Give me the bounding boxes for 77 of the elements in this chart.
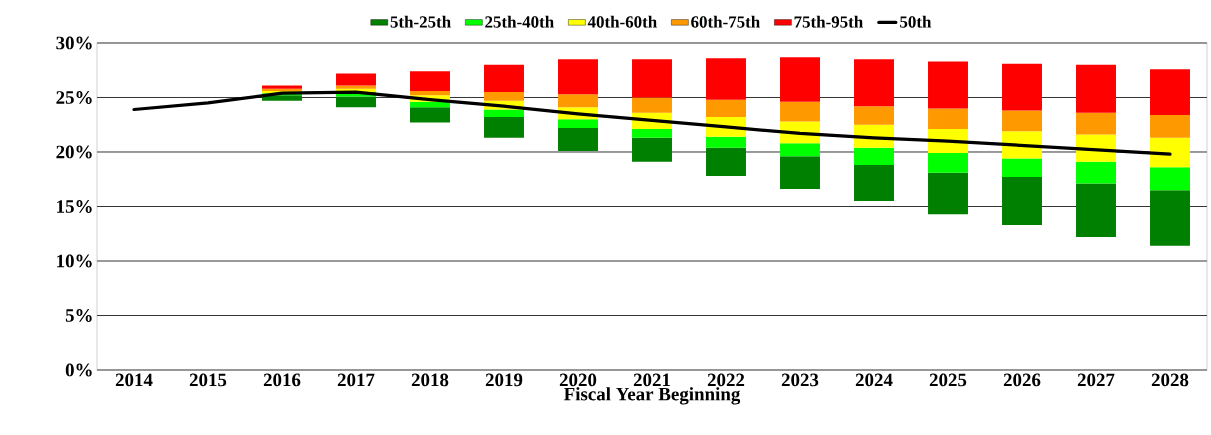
x-tick-label: 2025 — [929, 373, 967, 387]
bar — [706, 58, 746, 100]
bar — [1150, 114, 1190, 138]
bar — [632, 129, 672, 138]
legend-label: 60th-75th — [691, 15, 760, 28]
bar — [854, 147, 894, 166]
y-tick-label: 0% — [65, 363, 92, 377]
bar — [558, 119, 598, 129]
bar — [1002, 158, 1042, 178]
bar — [1002, 177, 1042, 226]
bar — [780, 101, 820, 122]
bar — [336, 85, 376, 89]
legend-label: 75th-95th — [794, 15, 863, 28]
bar — [706, 136, 746, 148]
y-tick-label: 10% — [57, 254, 92, 268]
y-tick-label: 20% — [56, 145, 92, 159]
legend-label: 25th-40th — [485, 15, 554, 28]
bar — [854, 106, 894, 125]
bar — [336, 96, 376, 108]
bar — [262, 95, 302, 101]
x-tick-label: 2024 — [855, 373, 893, 387]
y-tick-label: 15% — [57, 200, 92, 213]
bar — [484, 64, 524, 93]
bar — [558, 94, 598, 108]
bar — [410, 107, 450, 123]
y-tick-label: 25% — [56, 91, 92, 104]
bar — [632, 97, 672, 113]
x-tick-label: 2015 — [189, 373, 227, 387]
bar — [928, 153, 968, 173]
bar — [1150, 190, 1190, 246]
bar — [632, 59, 672, 98]
bar — [1150, 69, 1190, 115]
bar — [484, 117, 524, 138]
y-tick-label: 5% — [65, 309, 92, 322]
legend-label: 40th-60th — [587, 15, 657, 28]
bar — [706, 147, 746, 176]
bar — [484, 92, 524, 101]
x-tick-label: 2023 — [781, 373, 819, 387]
bar — [1002, 63, 1042, 111]
y-tick-label: 30% — [56, 36, 92, 50]
bar — [928, 172, 968, 215]
x-tick-label: 2019 — [485, 373, 523, 387]
x-tick-label: 2014 — [115, 373, 153, 387]
bar — [410, 71, 450, 91]
x-tick-label: 2027 — [1077, 373, 1115, 387]
x-tick-label: 2017 — [337, 373, 375, 387]
bar — [854, 165, 894, 202]
bar — [1150, 167, 1190, 191]
x-tick-label: 2026 — [1003, 373, 1041, 387]
bar — [854, 59, 894, 107]
x-tick-label: 2020 — [559, 373, 597, 387]
bar — [780, 143, 820, 157]
bar — [780, 57, 820, 102]
bar — [1076, 64, 1116, 113]
bar — [1076, 112, 1116, 135]
bar — [632, 137, 672, 162]
x-tick-label: 2016 — [263, 373, 301, 387]
bar — [780, 156, 820, 190]
bar — [928, 61, 968, 109]
bar — [558, 128, 598, 151]
x-tick-label: 2021 — [633, 373, 670, 387]
legend-label: 50th — [900, 15, 932, 28]
bar — [1002, 110, 1042, 132]
bar — [1076, 161, 1116, 184]
bar — [410, 90, 450, 96]
bar — [928, 108, 968, 130]
bar — [706, 99, 746, 118]
x-tick-label: 2018 — [411, 373, 449, 387]
bar — [558, 59, 598, 95]
legend-label: 5th-25th — [390, 15, 451, 28]
bar — [336, 73, 376, 86]
bar — [484, 109, 524, 118]
bar — [1076, 183, 1116, 238]
bar — [1150, 137, 1190, 168]
x-tick-label: 2022 — [707, 373, 745, 387]
x-tick-label: 2028 — [1151, 373, 1189, 387]
x-axis-title: Fiscal Year Beginning — [563, 387, 741, 405]
